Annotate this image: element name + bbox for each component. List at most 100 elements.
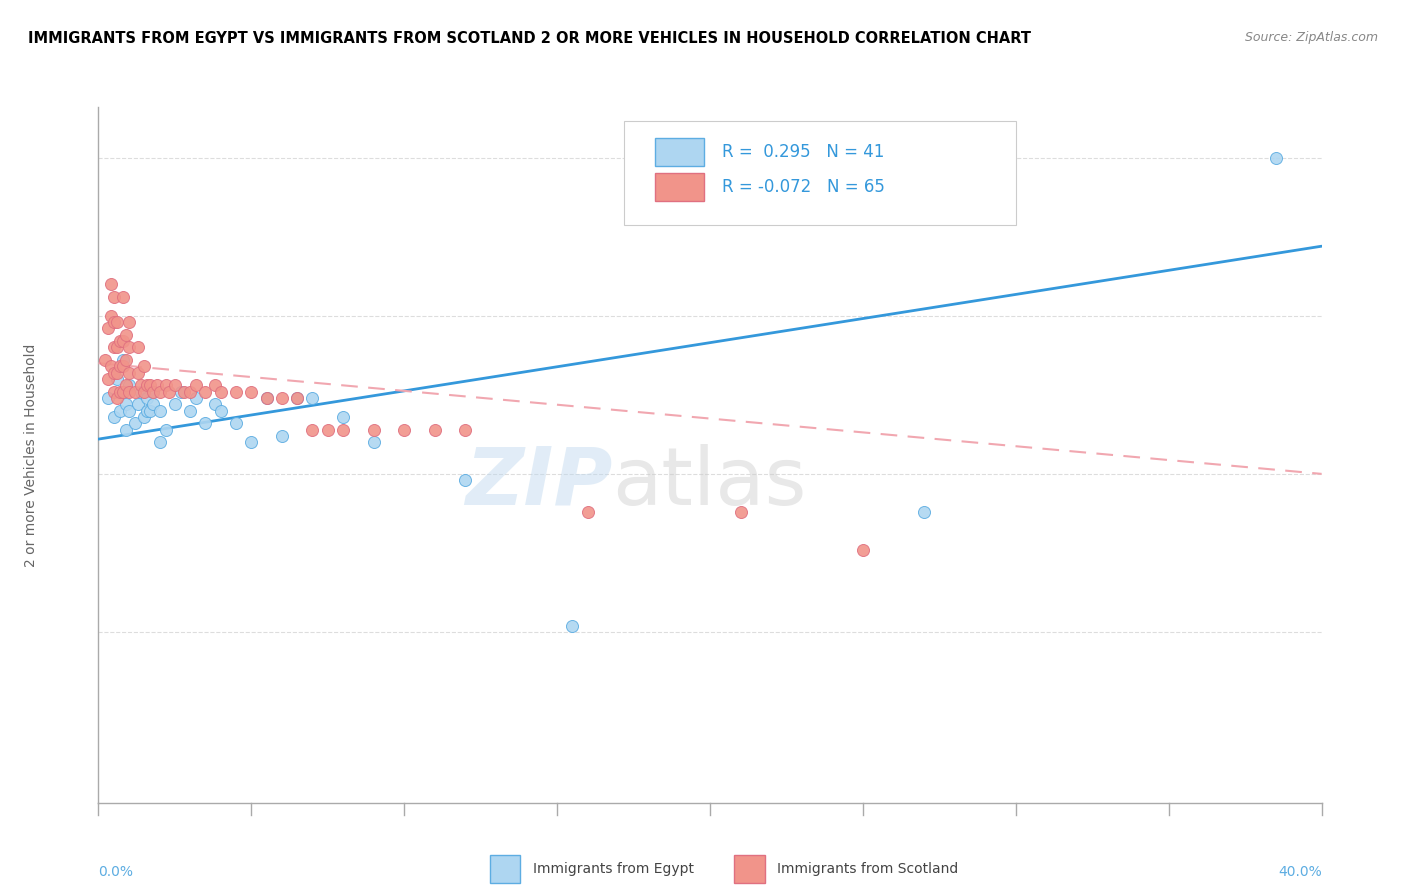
Point — [105, 391, 128, 405]
Point — [118, 340, 141, 354]
Point — [225, 417, 247, 431]
Text: R =  0.295   N = 41: R = 0.295 N = 41 — [723, 144, 884, 161]
Point — [108, 403, 131, 417]
Point — [194, 417, 217, 431]
Point — [163, 378, 186, 392]
Point — [256, 391, 278, 405]
Point — [97, 391, 120, 405]
Point — [103, 340, 125, 354]
Point — [129, 384, 152, 399]
Text: 2 or more Vehicles in Household: 2 or more Vehicles in Household — [24, 343, 38, 566]
Point — [111, 384, 134, 399]
Point — [103, 366, 125, 380]
Point — [136, 391, 159, 405]
FancyBboxPatch shape — [624, 121, 1015, 226]
Point — [139, 378, 162, 392]
Point — [93, 353, 115, 368]
FancyBboxPatch shape — [734, 855, 765, 883]
Point — [136, 378, 159, 392]
Point — [111, 290, 134, 304]
Point — [118, 378, 141, 392]
Point — [118, 315, 141, 329]
Point — [423, 423, 446, 437]
Point — [108, 334, 131, 348]
Point — [100, 277, 122, 292]
Point — [127, 397, 149, 411]
Point — [115, 327, 138, 342]
Text: Immigrants from Scotland: Immigrants from Scotland — [778, 862, 959, 876]
Point — [142, 384, 165, 399]
Point — [332, 423, 354, 437]
Point — [186, 378, 208, 392]
Point — [97, 321, 120, 335]
Text: IMMIGRANTS FROM EGYPT VS IMMIGRANTS FROM SCOTLAND 2 OR MORE VEHICLES IN HOUSEHOL: IMMIGRANTS FROM EGYPT VS IMMIGRANTS FROM… — [28, 31, 1031, 46]
Point — [155, 378, 177, 392]
Point — [136, 403, 159, 417]
Point — [139, 403, 162, 417]
Point — [170, 384, 193, 399]
Point — [127, 366, 149, 380]
Text: 40.0%: 40.0% — [1278, 865, 1322, 880]
Point — [301, 391, 323, 405]
Point — [454, 473, 477, 487]
Point — [194, 384, 217, 399]
Point — [912, 505, 935, 519]
Point — [179, 403, 201, 417]
Point — [115, 397, 138, 411]
Point — [149, 403, 172, 417]
Point — [209, 403, 232, 417]
Point — [363, 435, 385, 450]
Text: ZIP: ZIP — [465, 443, 612, 522]
Point — [105, 315, 128, 329]
Point — [111, 359, 134, 374]
Point — [173, 384, 195, 399]
Point — [363, 423, 385, 437]
Point — [105, 340, 128, 354]
Point — [561, 618, 583, 632]
Point — [115, 423, 138, 437]
Point — [209, 384, 232, 399]
Point — [155, 423, 177, 437]
Point — [124, 417, 146, 431]
FancyBboxPatch shape — [655, 173, 704, 201]
Point — [149, 384, 172, 399]
Point — [157, 384, 180, 399]
Point — [256, 391, 278, 405]
Point — [129, 378, 152, 392]
Point — [111, 384, 134, 399]
Point — [118, 403, 141, 417]
Point — [392, 423, 416, 437]
Point — [1264, 151, 1286, 165]
Text: atlas: atlas — [612, 443, 807, 522]
Point — [270, 391, 292, 405]
FancyBboxPatch shape — [655, 138, 704, 166]
Point — [103, 315, 125, 329]
Point — [240, 435, 263, 450]
Point — [118, 366, 141, 380]
Point — [115, 378, 138, 392]
Point — [105, 372, 128, 386]
Point — [332, 409, 354, 424]
Text: 0.0%: 0.0% — [98, 865, 134, 880]
Point — [118, 384, 141, 399]
Point — [149, 435, 172, 450]
Point — [142, 384, 165, 399]
Point — [179, 384, 201, 399]
Point — [270, 429, 292, 443]
Point — [204, 378, 226, 392]
Point — [108, 359, 131, 374]
Point — [134, 359, 156, 374]
FancyBboxPatch shape — [489, 855, 520, 883]
Point — [115, 353, 138, 368]
Point — [100, 309, 122, 323]
Point — [103, 409, 125, 424]
Point — [285, 391, 308, 405]
Point — [105, 366, 128, 380]
Point — [97, 372, 120, 386]
Point — [108, 384, 131, 399]
Point — [204, 397, 226, 411]
Point — [103, 290, 125, 304]
Point — [103, 384, 125, 399]
Point — [730, 505, 752, 519]
Point — [576, 505, 599, 519]
